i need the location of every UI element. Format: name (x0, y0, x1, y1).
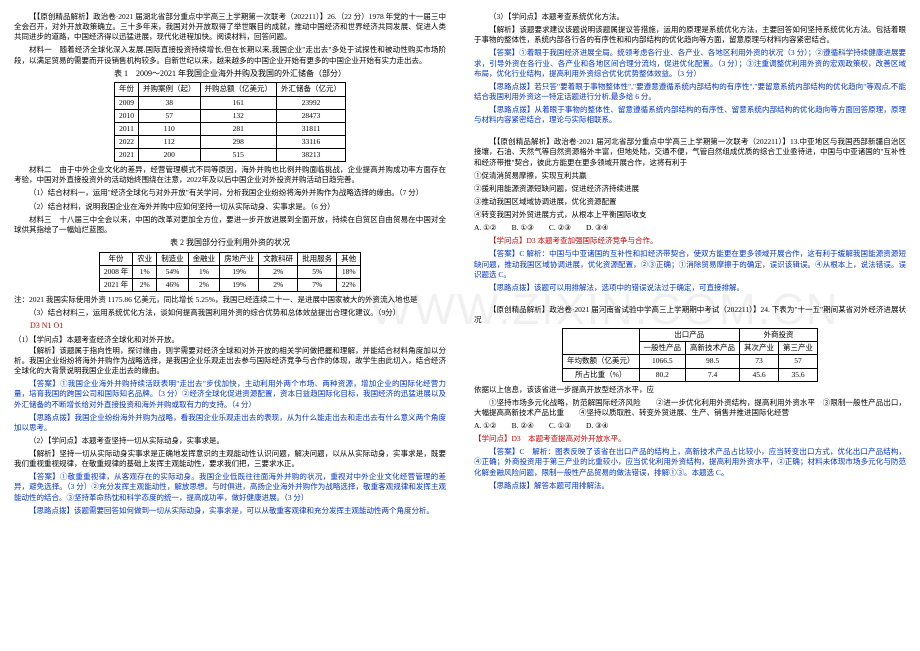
a1-title: （1）【学问点】本题考查经济全球化和对外开放。 (14, 335, 179, 344)
a2-think: 【思路点拨】该题需要回答如何做到一切从实际动身，实事求是，可以从敬重客观律和充分… (14, 506, 446, 516)
q13-ans-body: 【答案】C 解析：中国与中亚诸国的互补性和扣经济带契合，使双方能更在更多领域开展… (474, 249, 906, 279)
q13-ans-title: 【学问点】D3 本题考查加强国际经济竞争与合作。 (474, 236, 906, 246)
q13-header: 【【原创精品解析】政治卷·2021 届河北省部分重点中学高三上学期第一次联考（2… (474, 137, 906, 167)
q24-choices: A. ①② B. ②④ C. ①③ D. ③④ (474, 421, 906, 431)
q13-opt1: ①促清消贸易摩擦，实现互利共赢 (474, 171, 906, 181)
a3-body: 【解析】该题要求建议该题说明该题属提议答措施，运用的原理是系统优化方法，主要回答… (474, 25, 906, 45)
q24-opts: ①坚持市场多元化战略，防范解国际经济风险 ②进一步优化利用外资结构，提高利用外资… (474, 398, 906, 418)
table3: 出口产品 外商投资 一般性产品 高新技术产品 其次产业 第三产业 年均数额（亿美… (562, 328, 818, 382)
a2-title: （2）【学问点】本题考查坚持一切从实际动身，实事求是。 (14, 436, 446, 446)
q24-ans-think: 【思路点拨】解答本题可用排解法。 (474, 481, 906, 491)
material2: 材料二 由于中外企业文化的差异，经营管理模式不同等原因，海外并购也比例并购面临挑… (14, 165, 446, 185)
a1-think: 【思路点拨】我国企业纷纷海外并购为战略，看我国企业乐观走出去的表现，从为什么能走… (14, 413, 446, 433)
table1: 年份 并购案例（起） 并购总额（亿美元） 外汇储备（亿元） 2009381612… (114, 82, 346, 162)
q13-opt3: ③推动我国区域域协调进展，优化资源配置 (474, 197, 906, 207)
t1-h0: 年份 (115, 83, 139, 96)
t1-h1: 并购案例（起） (139, 83, 201, 96)
q24-body: 依据以上信息，该该省进一步提高开放型经济水平，应 (474, 385, 906, 395)
a1-answer: 【答案】①我国企业海外并购持续活跃表明"走出去"步伐加快，主动利用外两个市场、两… (14, 379, 446, 409)
a2-answer: 【答案】①敬重重视律，从客观存在的实际动身。我国企业低既往往面海外并购的状况，重… (14, 472, 446, 502)
q24-ans-body: 【答案】C 解析：图表反映了该省在出口产品的结构上，高新技术产品占比较小，应当转… (474, 447, 906, 477)
a1-body: 【解析】该题属于指向性明，探讨缘由，则学需要对经济全球和对外开放的相关学问做把握… (14, 346, 446, 376)
right-column: （3）【学问点】本题考查系统优化方法。 【解析】该题要求建议该题说明该题属提议答… (460, 0, 920, 651)
left-column: 【【原创精品解析】政治卷·2021 届湖北省部分重点中学高三上学期第一次联考（2… (0, 0, 460, 651)
q26-header: 【【原创精品解析】政治卷·2021 届湖北省部分重点中学高三上学期第一次联考（2… (14, 12, 446, 42)
t1-h2: 并购总额（亿美元） (200, 83, 277, 96)
table2-note: 注：2021 我国实际使用外资 1175.86 亿美元，同比增长 5.25%，我… (14, 295, 446, 305)
question2: （2）结合材料，说明我国企业在海外并购中应如何坚持一切从实际动身、实事求是。（6… (14, 202, 446, 212)
table2-caption: 表 2 我国部分行业利用外资的状况 (14, 238, 446, 249)
q13-ans-think: 【思路点拨】该题可以用排解法，选项中的错误说法过于确定，可直接排解。 (474, 283, 906, 293)
q24-ans-title: 【学问点】D3 本题考查提高对外开放水平。 (474, 434, 906, 444)
table2: 年份 农业 制造业 金融业 房地产业 文教科研 批用服务 其他 2008 年1%… (99, 252, 361, 292)
q13-choices: A. ①② B. ①③ C. ②③ D. ③④ (474, 223, 906, 233)
a3-answer: 【答案】①着眼于我国经济进展全局。统领考虑各行业、各产业、各地区利用外资的状况（… (474, 48, 906, 78)
question3: （3）结合材料三，运用系统优化方法，谈如何提高我国利用外资的综合优势和总体效益提… (14, 308, 446, 318)
material1: 材料一 随着经济全球化深入发展,国际直接投资持续增长,但在长期以来,我国企业"走… (14, 45, 446, 65)
t1-h3: 外汇储备（亿元） (277, 83, 346, 96)
answer-marker: D3 N1 O1 (14, 321, 446, 332)
question1: （1）结合材料一，运用"经济全球化与对外开放"有关学问，分析我国企业纷纷将海外并… (14, 188, 446, 198)
q13-opt4: ④转变我国对外贸进展方式，从根本上平衡国际收支 (474, 210, 906, 220)
q24-header: 【原创精品解析】政治卷·2021 届河南省试验中学高三上学期期中考试（20221… (474, 305, 906, 325)
a3-think1: 【思路点拨】若只答"要着眼于事物整体性","要遵意遵循系统内部结构的有序性","… (474, 82, 906, 102)
material3: 材料三 十八届三中全会以来，中国的改革对更加全方位，要进一步开放进展到全面开放，… (14, 215, 446, 235)
q13-opt2: ②援利用能源资源短缺问题，促进经济济持续进展 (474, 184, 906, 194)
table1-caption: 表 1 2009～2021 年我国企业海外并购及我国的外汇储备（部分） (14, 69, 446, 80)
a3-title: （3）【学问点】本题考查系统优化方法。 (474, 12, 906, 22)
a2-body: 【解析】坚持一切从实际动身实事求是正确地发挥意识的主观能动性认识问题，解决问题，… (14, 449, 446, 469)
a3-think2: 【思路点拨】从着眼于事物的整体性、留意遵循系统内部结构的有序性、留意系统内部结构… (474, 105, 906, 125)
